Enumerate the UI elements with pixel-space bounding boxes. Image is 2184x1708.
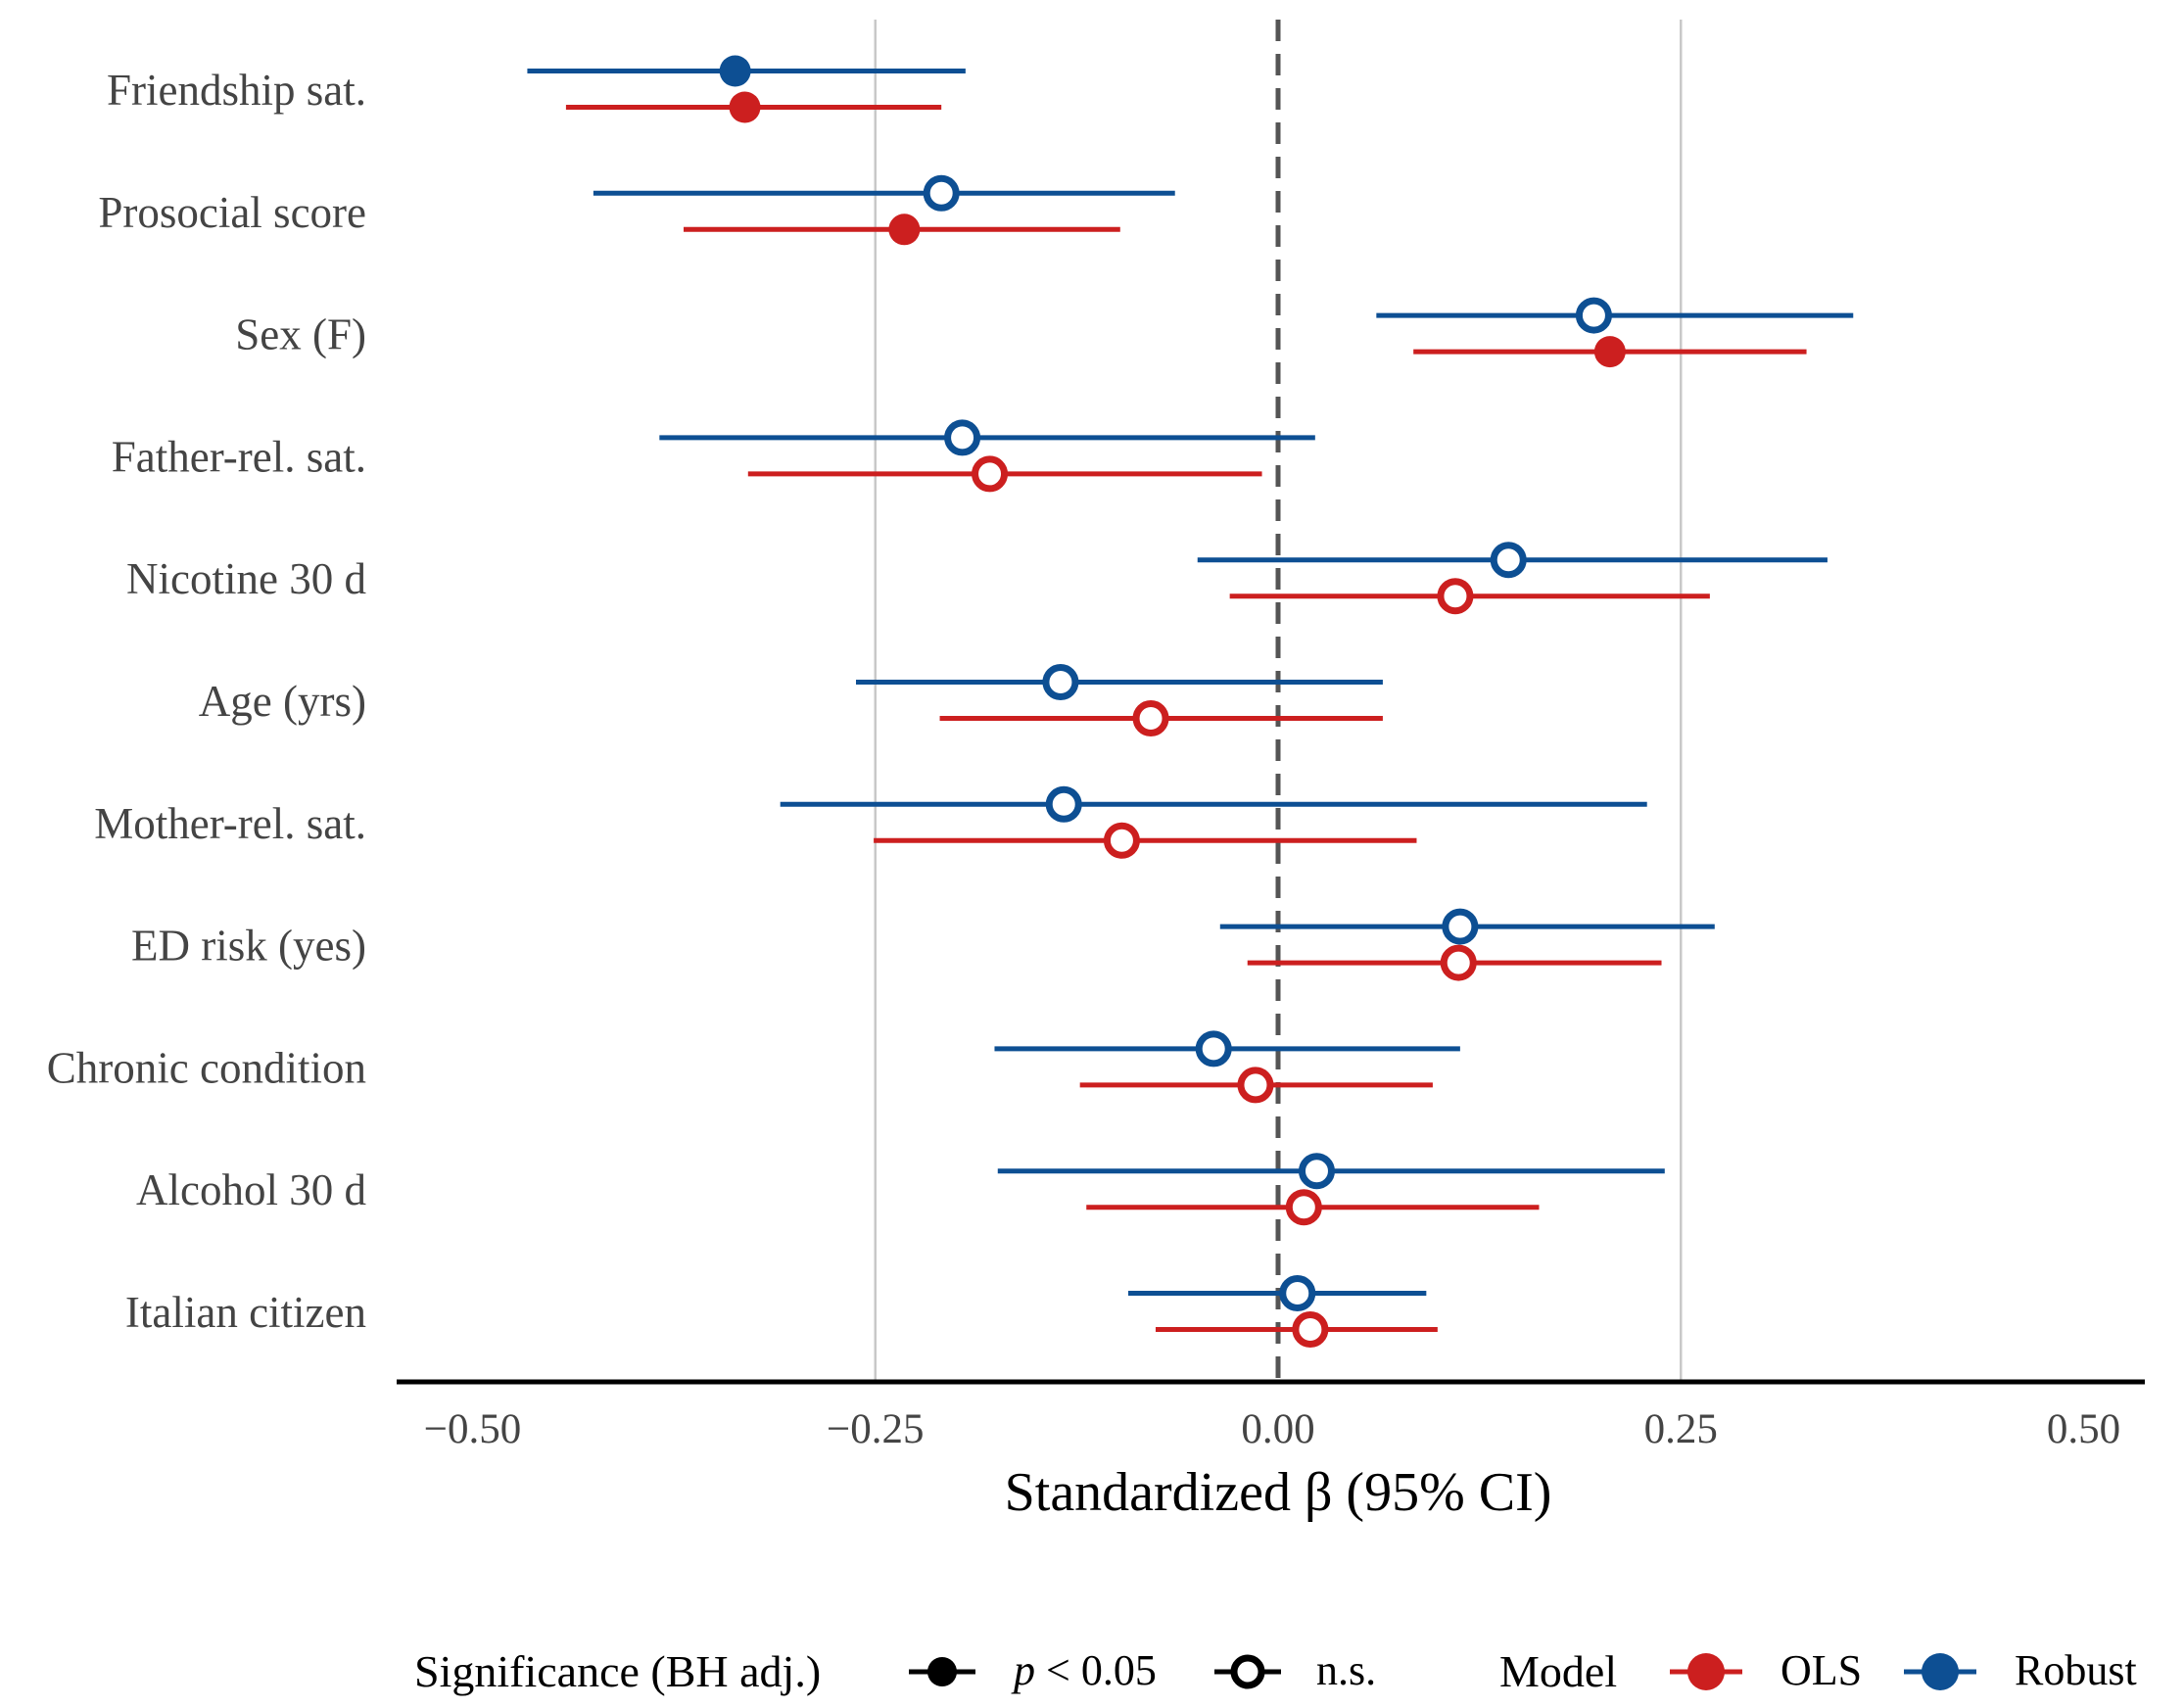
point-robust-9 (1298, 1153, 1335, 1190)
point-robust-10 (1279, 1275, 1316, 1311)
x-tick-label-4: 0.50 (2047, 1406, 2120, 1452)
point-robust-5 (1042, 664, 1079, 700)
estimates-group (527, 55, 1854, 1348)
y-tick-label-6: Mother-rel. sat. (94, 799, 366, 848)
y-tick-label-10: Italian citizen (125, 1288, 366, 1337)
legend-sig-threshold: < 0.05 (1035, 1646, 1157, 1694)
x-tick-label-1: −0.25 (827, 1406, 925, 1452)
y-tick-label-4: Nicotine 30 d (126, 554, 366, 603)
legend-robust-label: Robust (2015, 1646, 2137, 1694)
point-ols-3 (972, 455, 1009, 493)
legend-ols-label: OLS (1780, 1646, 1862, 1694)
point-robust-0 (719, 55, 751, 87)
point-ols-5 (1132, 700, 1169, 736)
point-ols-0 (729, 91, 761, 123)
point-robust-7 (1442, 908, 1479, 945)
point-robust-2 (1575, 297, 1612, 334)
point-ols-6 (1103, 822, 1140, 859)
point-robust-8 (1195, 1030, 1232, 1068)
legend-significance-title: Significance (BH adj.) (414, 1646, 821, 1696)
point-ols-2 (1593, 336, 1626, 368)
y-tick-label-8: Chronic condition (47, 1043, 366, 1092)
y-tick-label-0: Friendship sat. (107, 66, 366, 115)
legend-ols-dot (1687, 1653, 1725, 1690)
x-axis: −0.50 −0.25 0.00 0.25 0.50 (397, 1379, 2145, 1452)
point-ols-10 (1292, 1311, 1329, 1348)
legend-sig-p: p (1011, 1646, 1035, 1694)
point-ols-7 (1440, 944, 1477, 981)
legend-ns-label: n.s. (1316, 1646, 1376, 1694)
x-axis-title: Standardized β (95% CI) (1005, 1462, 1552, 1523)
y-tick-label-7: ED risk (yes) (131, 922, 366, 971)
y-tick-label-9: Alcohol 30 d (136, 1165, 366, 1214)
y-tick-label-1: Prosocial score (98, 188, 366, 237)
y-tick-label-5: Age (yrs) (199, 677, 366, 726)
point-robust-1 (923, 174, 960, 212)
x-tick-label-2: 0.00 (1241, 1406, 1314, 1452)
legend-robust-dot (1922, 1653, 1959, 1690)
x-tick-label-3: 0.25 (1644, 1406, 1718, 1452)
legend: Significance (BH adj.) p < 0.05 n.s. Mod… (414, 1646, 2137, 1696)
point-robust-3 (944, 419, 981, 456)
point-ols-9 (1285, 1189, 1322, 1226)
point-ols-1 (888, 214, 921, 246)
y-tick-label-2: Sex (F) (235, 310, 366, 359)
legend-model-title: Model (1499, 1646, 1617, 1696)
point-ols-4 (1437, 578, 1474, 615)
gridlines (874, 20, 1683, 1382)
y-tick-label-3: Father-rel. sat. (112, 432, 366, 481)
legend-sig-filled-dot (927, 1657, 957, 1686)
point-ols-8 (1237, 1067, 1274, 1104)
point-robust-6 (1045, 785, 1082, 823)
point-robust-4 (1490, 542, 1527, 579)
legend-sig-label: p < 0.05 (1011, 1646, 1157, 1694)
y-axis-labels: Friendship sat. Prosocial score Sex (F) Fat… (47, 66, 366, 1337)
legend-ns-open-dot (1230, 1654, 1265, 1689)
x-tick-label-0: −0.50 (424, 1406, 522, 1452)
